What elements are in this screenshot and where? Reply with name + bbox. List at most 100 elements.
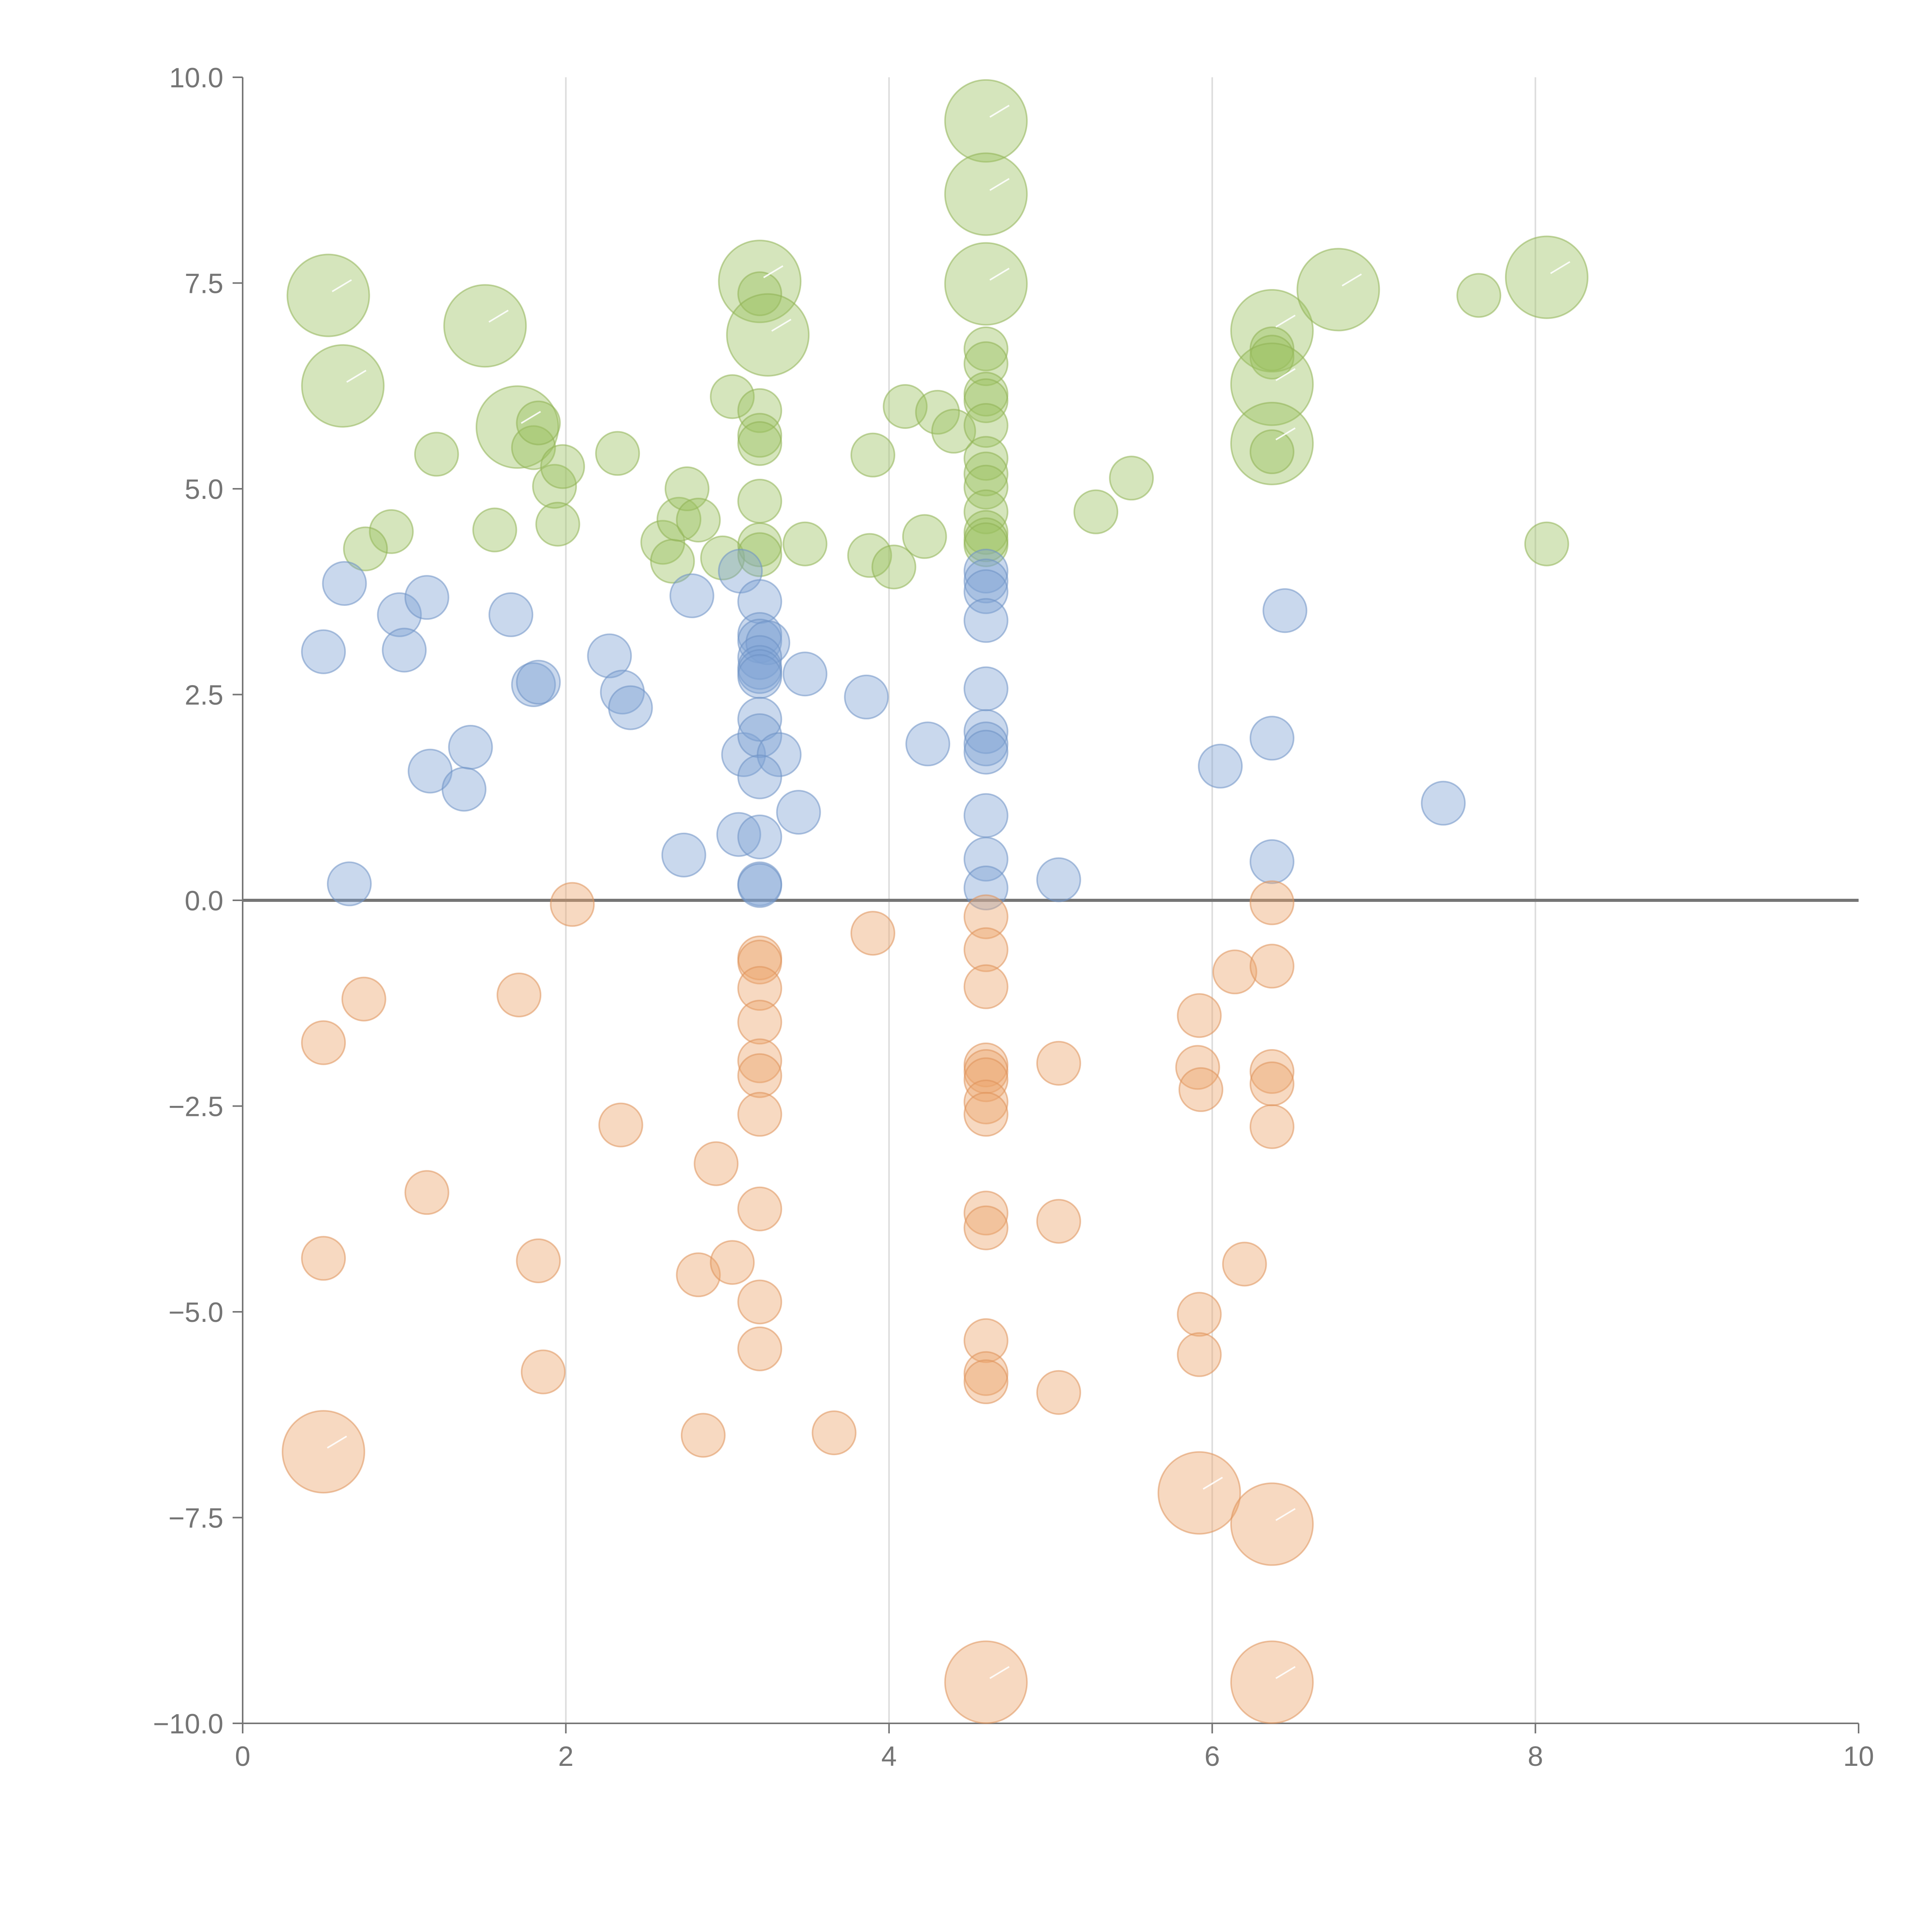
orange-bubble xyxy=(1249,944,1294,989)
green-bubble xyxy=(737,522,782,567)
orange-bubble xyxy=(680,1413,726,1458)
green-bubble-leader xyxy=(332,279,352,293)
blue-bubble xyxy=(488,592,534,637)
y-tick-label: 5.0 xyxy=(185,474,223,505)
blue-bubble xyxy=(1262,588,1308,633)
x-tick-label: 4 xyxy=(881,1741,897,1772)
blue-bubble xyxy=(745,620,791,665)
green-bubble xyxy=(472,507,517,553)
blue-bubble xyxy=(377,592,422,637)
blue-bubble xyxy=(963,558,1009,604)
blue-bubble xyxy=(1036,857,1081,902)
green-bubble xyxy=(443,284,527,368)
y-tick-label: −5.0 xyxy=(168,1297,223,1328)
blue-bubble xyxy=(301,629,346,674)
bubble-leader-layer xyxy=(327,105,1570,1679)
green-bubble-leader xyxy=(1550,261,1570,274)
green-bubble xyxy=(1230,342,1314,426)
y-axis-ticks: −10.0 −7.5 −5.0 −2.5 0.0 2.5 5.0 7.5 10.0 xyxy=(153,63,243,1740)
orange-bubble xyxy=(737,1000,782,1045)
orange-bubble xyxy=(963,894,1009,939)
blue-bubble xyxy=(844,674,889,719)
orange-bubble xyxy=(1222,1242,1267,1287)
orange-bubble xyxy=(963,1318,1009,1363)
green-bubble xyxy=(871,544,917,590)
orange-bubble xyxy=(963,1205,1009,1250)
blue-bubble xyxy=(448,724,493,770)
orange-bubble xyxy=(676,1252,721,1298)
orange-bubble xyxy=(1036,1370,1081,1415)
orange-bubble xyxy=(1175,1045,1220,1090)
green-bubble-leader xyxy=(989,267,1010,281)
orange-bubble xyxy=(1036,1199,1081,1244)
x-tick-label: 6 xyxy=(1204,1741,1220,1772)
green-bubble xyxy=(963,403,1009,448)
blue-bubble xyxy=(905,721,951,767)
green-bubble xyxy=(963,378,1009,423)
green-bubble xyxy=(963,341,1009,386)
blue-bubble xyxy=(963,709,1009,754)
blue-bubble xyxy=(661,832,706,878)
blue-bubble xyxy=(963,730,1009,775)
green-bubble xyxy=(516,400,561,446)
blue-bubble xyxy=(1198,743,1243,789)
x-axis-ticks: 0 2 4 6 8 10 xyxy=(235,1723,1874,1772)
green-bubble xyxy=(595,431,640,476)
blue-bubble xyxy=(608,685,653,730)
orange-bubble xyxy=(1249,1061,1294,1106)
orange-bubble-leader xyxy=(1275,1666,1296,1679)
green-bubble xyxy=(1456,273,1502,318)
blue-bubble xyxy=(737,635,782,680)
green-bubble xyxy=(963,451,1009,497)
blue-bubble xyxy=(1249,839,1294,884)
blue-bubble xyxy=(516,660,561,705)
orange-bubble-leader xyxy=(1202,1476,1223,1490)
orange-bubble xyxy=(1249,880,1294,925)
green-bubble xyxy=(850,432,895,478)
blue-bubble xyxy=(441,767,486,812)
orange-bubble xyxy=(1230,1640,1314,1724)
green-bubble xyxy=(676,497,721,543)
blue-bubble xyxy=(963,549,1009,594)
orange-bubble xyxy=(963,1043,1009,1087)
orange-bubble xyxy=(944,1640,1028,1724)
blue-bubble xyxy=(737,697,782,742)
y-tick-label: 2.5 xyxy=(185,680,223,711)
blue-bubble xyxy=(782,651,828,697)
green-bubble-leader xyxy=(1275,315,1296,328)
orange-bubble xyxy=(1177,1332,1222,1377)
y-tick-label: −2.5 xyxy=(168,1092,223,1122)
y-tick-label: 0.0 xyxy=(185,886,223,917)
blue-bubble xyxy=(963,598,1009,643)
blue-bubble xyxy=(382,628,427,673)
orange-bubble xyxy=(598,1102,643,1148)
orange-bubble xyxy=(341,976,386,1022)
green-bubble xyxy=(369,509,414,554)
green-bubble xyxy=(656,497,702,542)
x-tick-label: 8 xyxy=(1528,1741,1543,1772)
orange-bubble xyxy=(516,1238,561,1283)
green-bubble xyxy=(782,521,828,566)
green-bubble xyxy=(944,242,1028,326)
orange-bubble xyxy=(694,1141,739,1186)
green-bubble-leader xyxy=(763,265,784,278)
blue-bubble xyxy=(669,573,714,618)
x-tick-label: 2 xyxy=(558,1741,573,1772)
orange-bubble xyxy=(850,911,895,956)
orange-bubble xyxy=(737,966,782,1011)
orange-bubble xyxy=(1230,1482,1314,1566)
y-tick-label: −10.0 xyxy=(153,1709,223,1740)
blue-bubble xyxy=(737,754,782,799)
green-bubble xyxy=(902,514,947,559)
green-bubble xyxy=(726,293,810,377)
green-bubble xyxy=(665,466,710,511)
orange-bubble-leader xyxy=(1275,1508,1296,1521)
orange-bubble xyxy=(1157,1451,1241,1535)
green-bubble xyxy=(963,522,1009,567)
green-bubble xyxy=(1505,235,1588,319)
orange-bubble xyxy=(963,1190,1009,1236)
orange-bubble xyxy=(1177,1292,1222,1337)
blue-bubble xyxy=(404,575,449,620)
green-bubble xyxy=(1109,456,1154,501)
orange-bubble xyxy=(497,972,542,1017)
